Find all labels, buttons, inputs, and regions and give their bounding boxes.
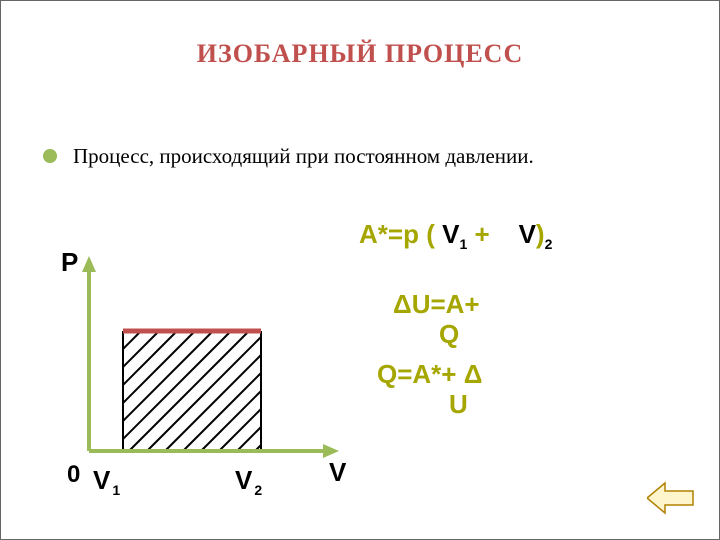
v2-letter: V — [235, 465, 252, 495]
axis-label-v2: V2 — [235, 465, 260, 496]
v1-sub: 1 — [112, 482, 120, 498]
bullet-icon — [43, 149, 57, 163]
f1-v2: V)2 — [519, 219, 553, 249]
f1-plus: + — [474, 219, 489, 249]
v2-sub: 2 — [254, 482, 262, 498]
back-arrow-icon — [647, 481, 695, 515]
formula-q-line1: Q=A*+ Δ — [377, 359, 482, 390]
back-button[interactable] — [647, 481, 695, 515]
formula-du-line1: ΔU=A+ — [393, 289, 480, 320]
f1-lparen: ( — [426, 219, 435, 249]
v1-letter: V — [93, 465, 110, 495]
formula-work: A*=p ( V1 + V)2 — [359, 219, 552, 250]
bullet-text: Процесс, происходящий при постоянном дав… — [73, 143, 534, 169]
axis-label-v: V — [329, 457, 346, 488]
formula-du-line2: Q — [439, 319, 459, 350]
axis-label-v1: V1 — [93, 465, 118, 496]
f1-v1: V1 — [442, 219, 467, 249]
axis-label-origin: 0 — [67, 461, 80, 489]
slide-title: ИЗОБАРНЫЙ ПРОЦЕСС — [1, 39, 719, 69]
slide: ИЗОБАРНЫЙ ПРОЦЕСС Процесс, происходящий … — [0, 0, 720, 540]
pv-diagram — [61, 241, 341, 481]
formula-q-line2: U — [449, 389, 468, 420]
axis-label-p: P — [61, 247, 78, 278]
f1-lhs: A*=p — [359, 219, 419, 249]
bullet-row: Процесс, происходящий при постоянном дав… — [43, 143, 659, 169]
